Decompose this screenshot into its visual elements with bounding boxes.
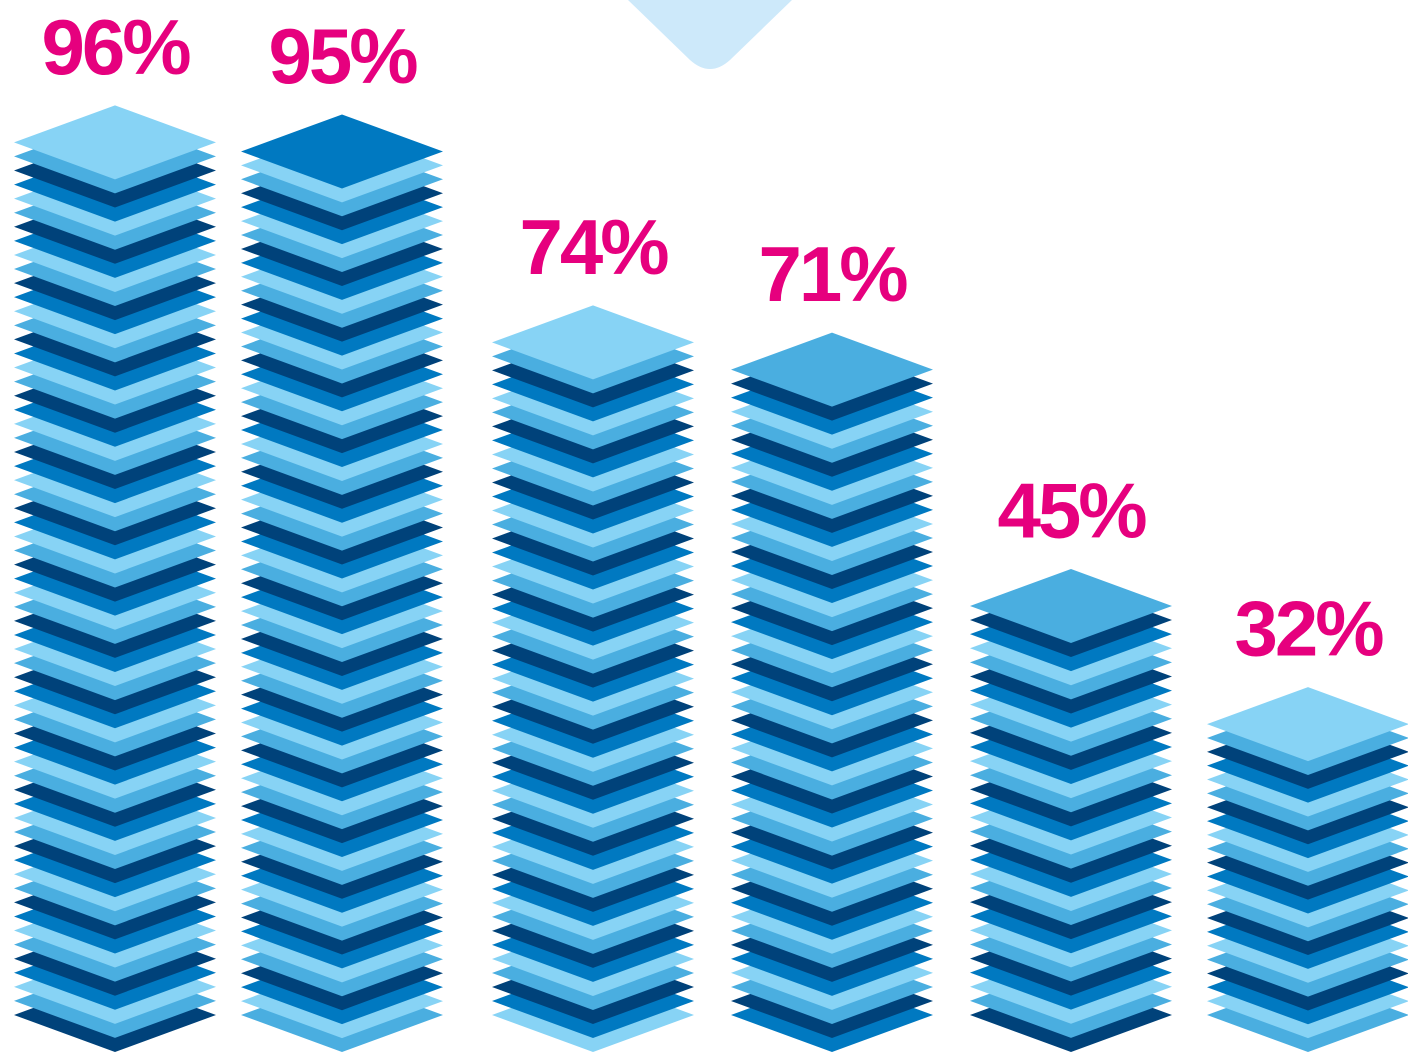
layer	[14, 105, 216, 180]
layer	[241, 114, 443, 189]
bar	[1207, 687, 1408, 1052]
value-label: 45%	[997, 467, 1146, 555]
decor-arrow	[628, 0, 792, 69]
layer	[970, 568, 1172, 643]
bar	[241, 114, 443, 1052]
bar	[731, 332, 933, 1052]
value-label: 96%	[41, 3, 190, 91]
bar	[970, 568, 1172, 1052]
bar	[14, 105, 216, 1052]
bar	[492, 305, 694, 1052]
value-label: 95%	[268, 12, 417, 100]
value-label: 71%	[758, 230, 907, 318]
value-label: 74%	[519, 203, 668, 291]
value-label: 32%	[1234, 585, 1383, 673]
layer	[1207, 687, 1408, 762]
layer	[492, 305, 694, 380]
layer	[731, 332, 933, 407]
